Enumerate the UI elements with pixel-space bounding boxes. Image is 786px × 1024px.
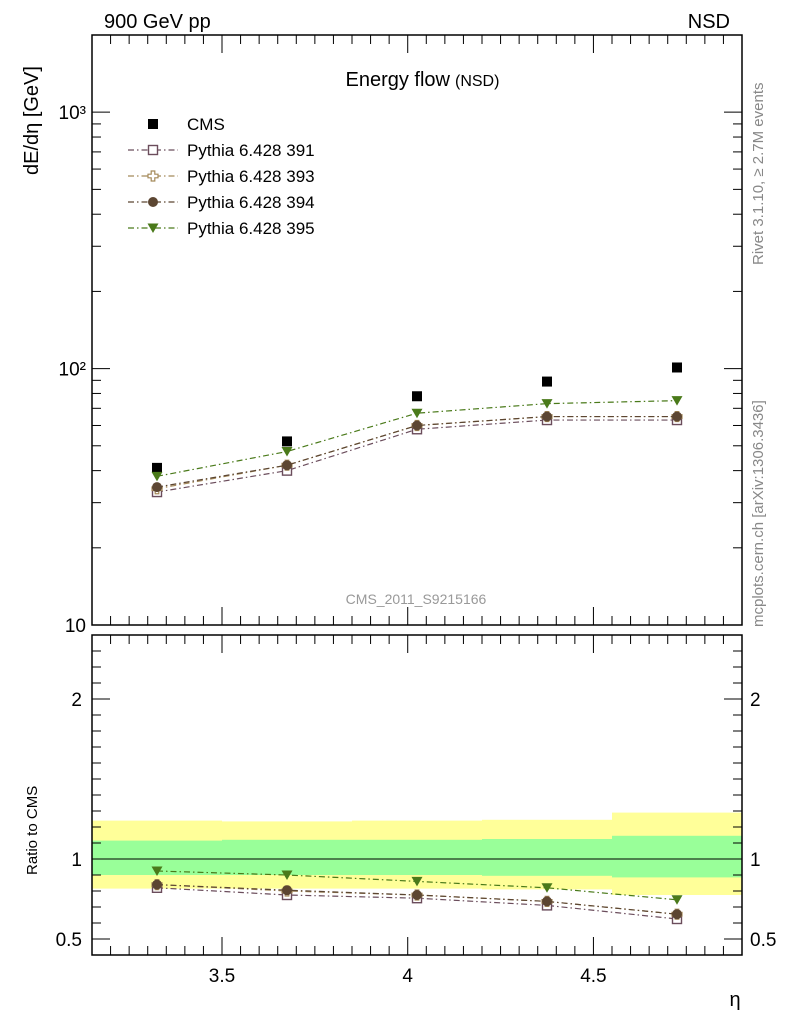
ratio-data-point — [672, 909, 682, 920]
main-data-point — [542, 376, 552, 387]
legend-label: Pythia 6.428 394 — [187, 193, 315, 212]
legend-item: Pythia 6.428 393 — [128, 167, 315, 186]
main-data-point — [152, 482, 162, 493]
mcplots-label: mcplots.cern.ch [arXiv:1306.3436] — [750, 400, 767, 627]
analysis-watermark: CMS_2011_S9215166 — [346, 591, 487, 607]
ratio-axes: 3.5 4 4.5 0.5 0.5 1 1 2 2 — [56, 635, 776, 987]
main-y-tick-label: 10 — [65, 616, 86, 637]
ratio-data-point — [671, 895, 683, 905]
main-y-tick-label: 10² — [59, 360, 86, 381]
main-plot-title-text: Energy flow — [346, 69, 451, 91]
legend-item: Pythia 6.428 394 — [128, 193, 315, 212]
main-data-point — [542, 411, 552, 422]
main-plot-title-suffix: (NSD) — [455, 73, 499, 90]
main-data-point — [411, 408, 423, 419]
main-data-point — [152, 462, 162, 473]
x-tick-label: 4 — [402, 966, 413, 987]
main-axes: 10 10² 10³ — [59, 34, 743, 637]
rivet-version-label: Rivet 3.1.10, ≥ 2.7M events — [750, 83, 767, 266]
legend-label: Pythia 6.428 393 — [187, 167, 315, 186]
main-data-point — [672, 411, 682, 422]
header-right-label: NSD — [688, 11, 730, 33]
main-series-3 — [152, 411, 682, 493]
ratio-y-tick-label-left: 1 — [71, 850, 82, 871]
ratio-y-tick-label-right: 2 — [750, 690, 761, 711]
legend-marker — [147, 144, 159, 156]
main-data-point — [412, 391, 422, 402]
ratio-data-point — [542, 896, 552, 907]
ratio-data-point — [541, 883, 553, 893]
legend-item: Pythia 6.428 391 — [128, 141, 315, 160]
ratio-data-point — [151, 866, 163, 876]
x-tick-label: 3.5 — [209, 966, 235, 987]
legend-label: Pythia 6.428 391 — [187, 141, 315, 160]
main-plot-frame — [91, 34, 743, 626]
ratio-series-group — [151, 866, 683, 925]
main-plot-title: Energy flow (NSD) — [346, 69, 500, 91]
main-data-point — [672, 362, 682, 373]
ratio-data-point — [411, 876, 423, 887]
legend-item: Pythia 6.428 395 — [128, 219, 315, 238]
legend-label: CMS — [187, 115, 225, 134]
legend-marker — [147, 223, 159, 233]
main-data-point — [671, 396, 683, 406]
main-series-line — [156, 419, 677, 493]
inner-band-bin — [222, 839, 352, 875]
legend-item: CMS — [148, 115, 225, 134]
ratio-plot-frame — [91, 634, 743, 956]
legend-label: Pythia 6.428 395 — [187, 219, 315, 238]
legend-marker — [148, 119, 158, 129]
header-left-label: 900 GeV pp — [104, 11, 211, 33]
ratio-y-tick-label-right: 1 — [750, 850, 761, 871]
ratio-series-3 — [151, 866, 683, 905]
main-data-point — [412, 420, 422, 431]
ratio-y-axis-label: Ratio to CMS — [24, 786, 41, 875]
main-series-0 — [152, 362, 682, 473]
main-series-4 — [151, 396, 683, 482]
ratio-data-point — [152, 879, 162, 890]
main-series-group — [151, 362, 683, 498]
legend-marker — [147, 170, 159, 182]
main-data-point — [541, 399, 553, 409]
main-data-point — [281, 446, 293, 457]
inner-band-bin — [482, 839, 612, 876]
ratio-y-tick-label-left: 0.5 — [56, 930, 82, 951]
main-y-tick-label: 10³ — [59, 103, 86, 124]
x-axis-label: η — [729, 989, 740, 1011]
main-data-point — [151, 471, 163, 482]
main-data-point — [282, 436, 292, 447]
main-series-line — [156, 400, 678, 477]
ratio-data-point — [282, 885, 292, 896]
legend: CMS Pythia 6.428 391 Pythia 6.428 393 Pythi… — [128, 115, 315, 238]
inner-band-bin — [352, 839, 482, 875]
legend-marker — [148, 197, 158, 207]
ratio-series-2 — [152, 879, 682, 920]
main-data-point — [282, 460, 292, 471]
x-tick-label: 4.5 — [580, 966, 606, 987]
inner-band-bin — [612, 835, 742, 878]
ratio-data-point — [281, 870, 293, 880]
main-y-axis-label: dE/dη [GeV] — [21, 66, 43, 175]
ratio-data-point — [412, 890, 422, 900]
ratio-y-tick-label-left: 2 — [71, 690, 82, 711]
main-series-line — [156, 415, 677, 488]
ratio-y-tick-label-right: 0.5 — [750, 930, 776, 951]
